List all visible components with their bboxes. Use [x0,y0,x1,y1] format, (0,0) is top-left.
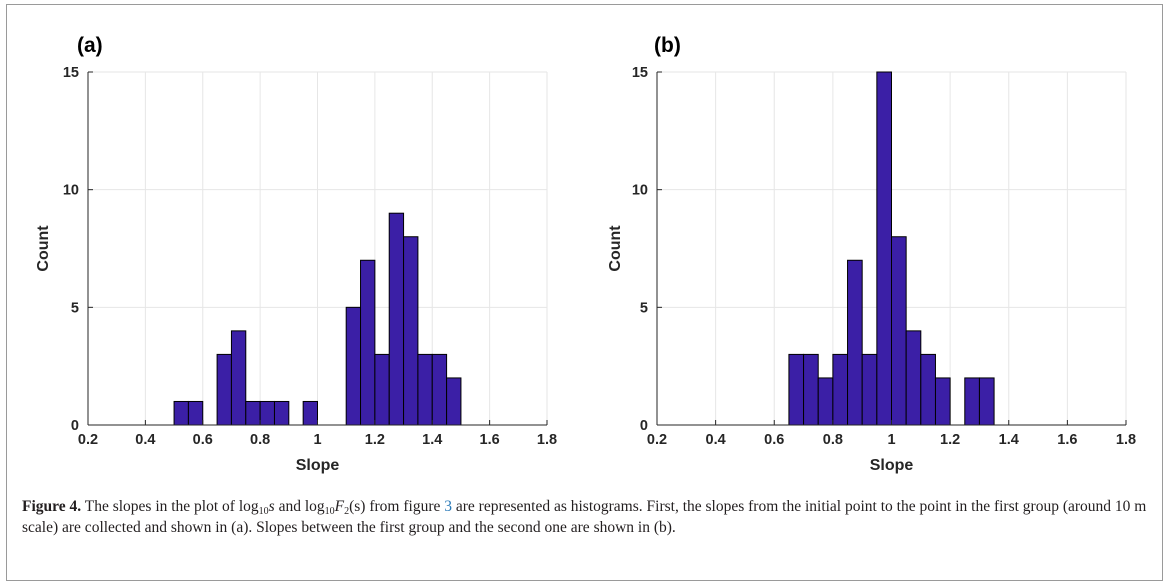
y-axis-title-b: Count [607,225,624,272]
caption-text-2: and log [274,498,325,515]
x-tick-label-b-0: 0.2 [647,432,667,448]
x-tick-label-a-1: 0.4 [135,432,155,448]
y-tick-label-b-2: 10 [632,183,648,199]
histogram-bar-b-2 [817,377,834,426]
histogram-bar-b-12 [978,377,995,426]
histogram-bar-a-11 [388,212,405,426]
histogram-bar-a-6 [273,400,290,426]
x-tick-label-a-5: 1.2 [365,432,385,448]
histogram-bar-b-8 [905,330,922,426]
histogram-bar-a-12 [403,236,419,426]
histogram-bar-b-10 [934,377,951,426]
x-tick-label-a-7: 1.6 [480,432,500,448]
caption-var-f: F [334,498,345,515]
x-tick-label-a-4: 1 [313,432,321,448]
histogram-bar-b-1 [803,353,819,426]
histogram-bar-b-4 [847,259,863,426]
x-tick-label-b-2: 0.6 [764,432,784,448]
x-axis-title-a: Slope [296,457,340,474]
histogram-bar-a-15 [446,377,462,426]
figure-caption: Figure 4. The slopes in the plot of log1… [22,496,1147,538]
caption-sub-3: 2 [344,506,350,517]
histogram-bar-a-10 [374,353,390,426]
x-tick-label-a-3: 0.8 [250,432,270,448]
histogram-bar-a-4 [245,400,261,426]
y-tick-label-b-0: 0 [640,418,648,434]
caption-text-3: (s) [349,498,366,515]
histogram-bar-a-5 [259,400,275,426]
caption-sub-2: 10 [324,506,335,517]
caption-var-s: s [268,498,275,515]
histogram-bar-a-7 [302,400,318,426]
histogram-bar-a-14 [431,353,448,426]
caption-label: Figure 4. [22,498,82,515]
y-axis-title-a: Count [35,225,52,272]
caption-sub-1: 10 [258,506,269,517]
figure-reference-link[interactable]: 3 [444,498,452,515]
panel-label-a: (a) [77,34,103,57]
histogram-bar-b-5 [861,353,878,426]
x-tick-label-b-7: 1.6 [1057,432,1077,448]
x-axis-title-b: Slope [870,457,914,474]
histogram-bar-b-6 [876,71,892,426]
x-tick-label-b-3: 0.8 [823,432,843,448]
y-tick-label-a-1: 5 [71,300,79,316]
x-tick-label-b-4: 1 [887,432,895,448]
x-tick-label-a-6: 1.4 [422,432,442,448]
histogram-bar-a-13 [417,353,433,426]
x-tick-label-a-8: 1.8 [537,432,557,448]
figure-frame [6,4,1163,581]
histogram-bar-a-1 [187,400,204,426]
histogram-bar-a-9 [360,259,376,426]
panel-label-b: (b) [654,34,681,57]
histogram-panel-b: 0.2 0.4 0.6 0.8 1 1.2 1.4 1.6 1.8 0 5 10 15 Slope Coun… [607,34,1136,474]
histogram-bar-b-9 [920,353,936,426]
histogram-bar-a-0 [173,400,189,426]
histogram-bar-b-0 [788,353,805,426]
y-tick-label-a-2: 10 [63,183,79,199]
caption-text-5: are represented as histograms. First, th… [22,498,1147,536]
x-tick-label-b-6: 1.4 [999,432,1019,448]
y-tick-label-b-3: 15 [632,65,648,81]
y-tick-label-b-1: 5 [640,300,648,316]
histogram-bar-a-2 [216,353,232,426]
histogram-bar-b-11 [964,377,980,426]
figure-charts: 0.2 0.4 0.6 0.8 1 1.2 1.4 1.6 1.8051015SlopeCoun… [35,34,1136,474]
histogram-bar-b-3 [832,353,849,426]
x-tick-label-b-5: 1.2 [940,432,960,448]
histogram-panel-a: 0.2 0.4 0.6 0.8 1 1.2 1.4 1.6 1.8 0 5 10 15 Slope Coun… [35,34,557,474]
x-tick-label-b-1: 0.4 [706,432,726,448]
histogram-bar-a-8 [345,306,362,426]
y-tick-label-a-3: 15 [63,65,79,81]
caption-text-1: The slopes in the plot of log [81,498,259,515]
histogram-bar-b-7 [891,236,907,426]
y-tick-label-a-0: 0 [71,418,79,434]
x-tick-label-a-2: 0.6 [193,432,213,448]
x-tick-label-a-0: 0.2 [78,432,98,448]
x-tick-label-b-8: 1.8 [1116,432,1136,448]
histogram-bar-a-3 [230,330,247,426]
caption-text-4: from figure [365,498,445,515]
